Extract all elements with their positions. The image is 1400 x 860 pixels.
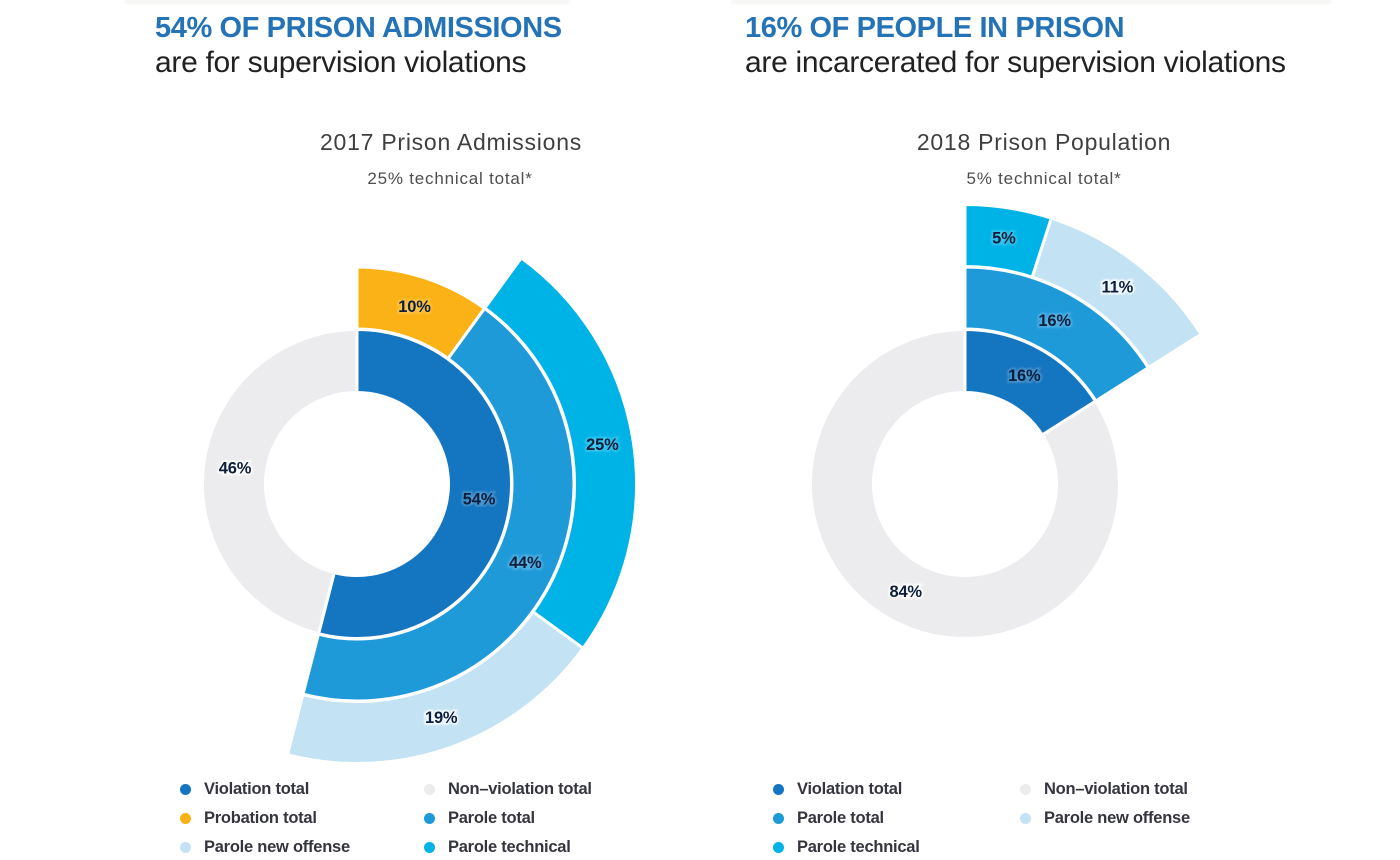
svg-text:10%: 10% [398, 298, 431, 316]
svg-text:25%: 25% [586, 436, 619, 454]
svg-text:84%: 84% [889, 583, 922, 601]
svg-text:5%: 5% [992, 230, 1016, 248]
svg-text:11%: 11% [1102, 279, 1134, 297]
svg-text:5%: 5% [992, 230, 1016, 248]
svg-text:84%: 84% [889, 583, 922, 601]
svg-text:16%: 16% [1008, 367, 1041, 385]
svg-text:16%: 16% [1008, 367, 1041, 385]
svg-text:10%: 10% [398, 298, 431, 316]
svg-text:46%: 46% [219, 460, 252, 478]
svg-text:19%: 19% [425, 709, 458, 727]
svg-text:19%: 19% [425, 709, 458, 727]
svg-text:11%: 11% [1102, 279, 1134, 297]
svg-text:44%: 44% [509, 554, 542, 572]
svg-text:54%: 54% [463, 490, 496, 508]
svg-text:46%: 46% [219, 460, 252, 478]
svg-text:54%: 54% [463, 490, 496, 508]
svg-text:16%: 16% [1038, 312, 1071, 330]
svg-text:25%: 25% [586, 436, 619, 454]
svg-text:44%: 44% [509, 554, 542, 572]
svg-text:16%: 16% [1038, 312, 1071, 330]
